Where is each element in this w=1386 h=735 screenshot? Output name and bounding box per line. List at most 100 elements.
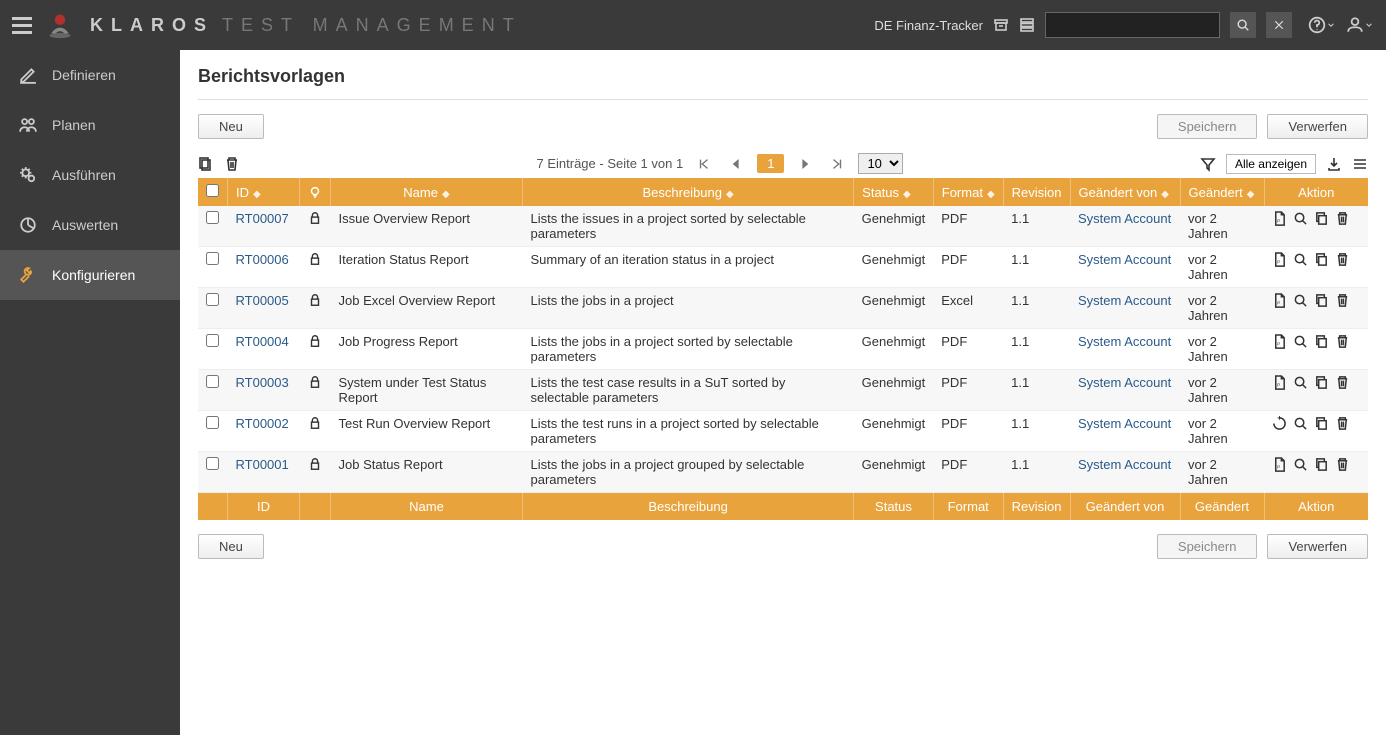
delete-icon[interactable] [1335,416,1350,431]
row-format: PDF [933,411,1003,452]
row-checkbox[interactable] [206,211,219,224]
col-header-id[interactable]: ID◆ [228,178,300,206]
row-checkbox[interactable] [206,416,219,429]
col-header-hint[interactable] [300,178,331,206]
row-id-link[interactable]: RT00003 [236,375,289,390]
row-changed-by-link[interactable]: System Account [1078,252,1171,267]
row-changed-by-link[interactable]: System Account [1078,375,1171,390]
delete-icon[interactable] [1335,252,1350,267]
copy-icon[interactable] [1314,211,1329,226]
pdf-icon[interactable] [1272,293,1287,308]
row-checkbox[interactable] [206,334,219,347]
discard-button-bottom[interactable]: Verwerfen [1267,534,1368,559]
preview-icon[interactable] [1293,293,1308,308]
row-id-link[interactable]: RT00002 [236,416,289,431]
copy-icon[interactable] [1314,457,1329,472]
pdf-icon[interactable] [1272,211,1287,226]
delete-selected-icon[interactable] [224,156,240,172]
delete-icon[interactable] [1335,334,1350,349]
copy-icon[interactable] [1314,375,1329,390]
clear-search-button[interactable] [1266,12,1292,38]
row-checkbox[interactable] [206,375,219,388]
col-header-changed-by[interactable]: Geändert von◆ [1070,178,1180,206]
sidebar-item-auswerten[interactable]: Auswerten [0,200,180,250]
copy-icon[interactable] [1314,334,1329,349]
filter-icon[interactable] [1200,156,1216,172]
preview-icon[interactable] [1293,457,1308,472]
pdf-icon[interactable] [1272,375,1287,390]
table-row: RT00005Job Excel Overview ReportLists th… [198,288,1368,329]
user-menu-icon[interactable] [1346,16,1374,34]
save-button[interactable]: Speichern [1157,114,1258,139]
row-checkbox[interactable] [206,293,219,306]
select-all-checkbox[interactable] [206,184,219,197]
row-checkbox[interactable] [206,252,219,265]
sidebar-item-ausfuehren[interactable]: Ausführen [0,150,180,200]
sidebar-item-definieren[interactable]: Definieren [0,50,180,100]
preview-icon[interactable] [1293,211,1308,226]
row-id-link[interactable]: RT00006 [236,252,289,267]
preview-icon[interactable] [1293,252,1308,267]
row-id-link[interactable]: RT00007 [236,211,289,226]
toolbar-top: Neu Speichern Verwerfen [198,114,1368,139]
new-button-bottom[interactable]: Neu [198,534,264,559]
copy-icon[interactable] [1314,293,1329,308]
pager-next-icon[interactable] [794,155,816,173]
row-changed-by-link[interactable]: System Account [1078,457,1171,472]
row-format: PDF [933,247,1003,288]
pager-prev-icon[interactable] [725,155,747,173]
new-button[interactable]: Neu [198,114,264,139]
hamburger-button[interactable] [12,17,32,34]
archive-icon[interactable] [993,17,1009,33]
col-header-format[interactable]: Format◆ [933,178,1003,206]
row-changed-by-link[interactable]: System Account [1078,293,1171,308]
copy-icon[interactable] [1314,416,1329,431]
columns-menu-icon[interactable] [1352,156,1368,172]
row-changed-by-link[interactable]: System Account [1078,416,1171,431]
col-header-changed[interactable]: Geändert◆ [1180,178,1264,206]
col-header-status[interactable]: Status◆ [854,178,934,206]
delete-icon[interactable] [1335,375,1350,390]
col-header-revision[interactable]: Revision [1003,178,1070,206]
row-name: Job Progress Report [331,329,523,370]
sidebar-item-planen[interactable]: Planen [0,100,180,150]
delete-icon[interactable] [1335,211,1350,226]
row-format: Excel [933,288,1003,329]
preview-icon[interactable] [1293,416,1308,431]
select-all-icon[interactable] [198,156,214,172]
preview-icon[interactable] [1293,375,1308,390]
row-name: Job Status Report [331,452,523,493]
discard-button[interactable]: Verwerfen [1267,114,1368,139]
pdf-icon[interactable] [1272,457,1287,472]
row-id-link[interactable]: RT00005 [236,293,289,308]
search-input[interactable] [1045,12,1220,38]
row-changed-by-link[interactable]: System Account [1078,334,1171,349]
row-checkbox[interactable] [206,457,219,470]
lock-icon [308,252,323,266]
row-id-link[interactable]: RT00001 [236,457,289,472]
help-icon[interactable] [1308,16,1336,34]
row-changed-by-link[interactable]: System Account [1078,211,1171,226]
sidebar-item-konfigurieren[interactable]: Konfigurieren [0,250,180,300]
delete-icon[interactable] [1335,457,1350,472]
col-header-desc[interactable]: Beschreibung◆ [523,178,854,206]
stack-icon[interactable] [1019,17,1035,33]
copy-icon[interactable] [1314,252,1329,267]
loading-icon[interactable] [1272,416,1287,431]
col-header-name[interactable]: Name◆ [331,178,523,206]
show-all-button[interactable]: Alle anzeigen [1226,154,1316,174]
pager-last-icon[interactable] [826,155,848,173]
row-id-link[interactable]: RT00004 [236,334,289,349]
pager-first-icon[interactable] [693,155,715,173]
preview-icon[interactable] [1293,334,1308,349]
table-row: RT00004Job Progress ReportLists the jobs… [198,329,1368,370]
save-button-bottom[interactable]: Speichern [1157,534,1258,559]
export-icon[interactable] [1326,156,1342,172]
pdf-icon[interactable] [1272,252,1287,267]
sidebar-item-label: Ausführen [52,167,116,183]
search-button[interactable] [1230,12,1256,38]
page-size-select[interactable]: 10 [858,153,903,174]
pdf-icon[interactable] [1272,334,1287,349]
col-footer-desc: Beschreibung [523,493,854,521]
delete-icon[interactable] [1335,293,1350,308]
